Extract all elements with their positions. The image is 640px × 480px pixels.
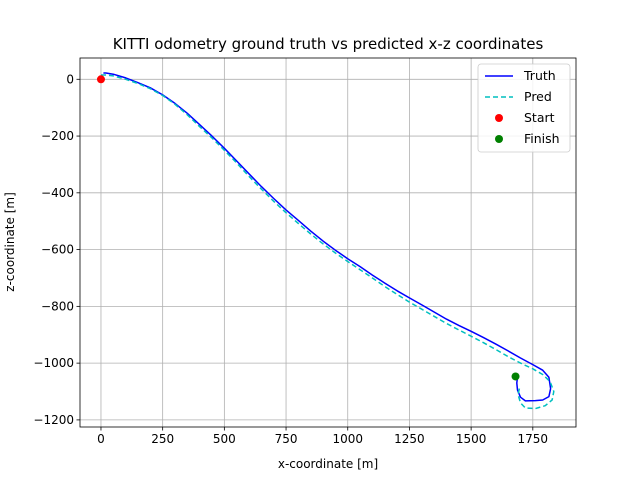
- legend: Truth Pred Start Finish: [477, 63, 571, 153]
- legend-label-start: Start: [524, 110, 555, 125]
- legend-label-truth: Truth: [523, 68, 556, 83]
- y-tick-label: −1000: [33, 356, 74, 370]
- x-tick-label: 1250: [394, 432, 425, 446]
- y-tick-label: 0: [66, 72, 74, 86]
- marker-finish: [511, 372, 520, 381]
- y-tick-label: −800: [41, 299, 74, 313]
- series-lines: [101, 72, 555, 410]
- series-line-pred: [101, 74, 555, 410]
- x-axis-label: x-coordinate [m]: [278, 457, 378, 471]
- marker-start: [96, 75, 105, 84]
- axis-ticks: 0 250 500 750 1000 1250 1500 1750 0 −200 −400 −600 −…: [33, 72, 548, 446]
- legend-swatch-finish: [495, 135, 503, 143]
- legend-label-pred: Pred: [524, 89, 552, 104]
- series-line-truth: [103, 72, 552, 402]
- y-tick-label: −400: [41, 186, 74, 200]
- x-tick-label: 1750: [518, 432, 549, 446]
- y-tick-label: −600: [41, 243, 74, 257]
- plot-frame: [79, 57, 577, 428]
- x-tick-label: 750: [275, 432, 298, 446]
- y-axis-label: z-coordinate [m]: [3, 192, 17, 292]
- x-tick-label: 0: [97, 432, 105, 446]
- x-tick-label: 500: [213, 432, 236, 446]
- markers: [96, 75, 520, 381]
- x-tick-label: 1500: [456, 432, 487, 446]
- x-tick-label: 250: [151, 432, 174, 446]
- legend-label-finish: Finish: [524, 131, 560, 146]
- y-tick-label: −200: [41, 129, 74, 143]
- legend-box: [477, 63, 571, 153]
- legend-swatch-start: [495, 114, 503, 122]
- chart-title: KITTI odometry ground truth vs predicted…: [113, 35, 544, 53]
- x-tick-label: 1000: [332, 432, 363, 446]
- y-tick-label: −1200: [33, 413, 74, 427]
